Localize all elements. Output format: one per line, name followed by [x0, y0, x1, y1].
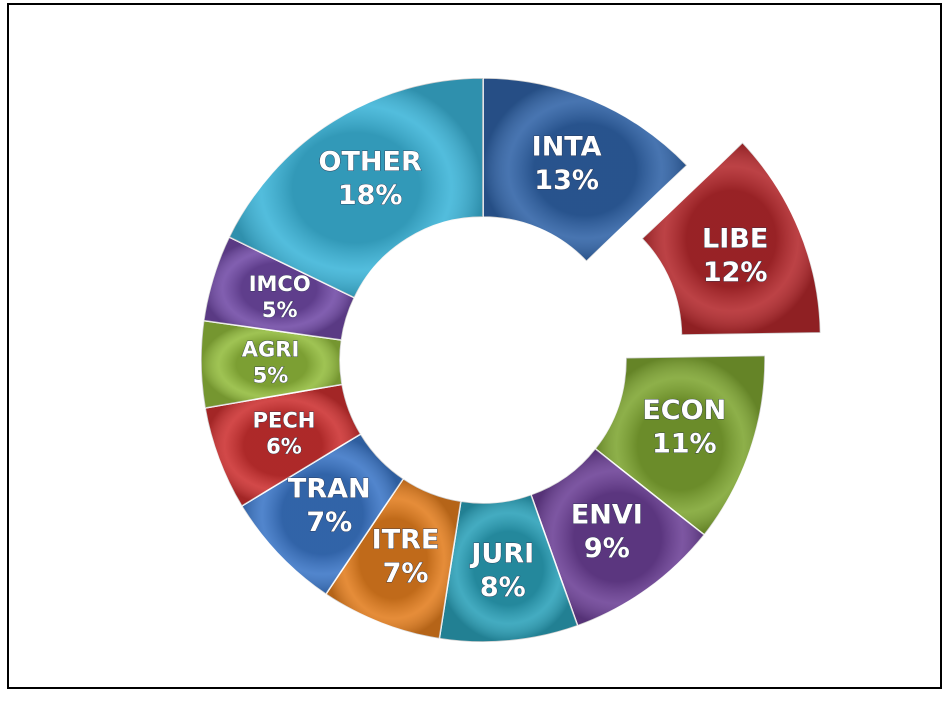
- slice-shade: [595, 355, 765, 535]
- slice-value-label: 13%: [534, 165, 599, 196]
- slice-value-label: 18%: [338, 180, 403, 211]
- slice-label: OTHER: [319, 147, 422, 178]
- slice-label: ENVI: [571, 499, 643, 530]
- slice-value-label: 8%: [480, 572, 526, 603]
- slice-value-label: 11%: [652, 428, 717, 459]
- slice-label: AGRI: [242, 337, 299, 361]
- slice-value-label: 7%: [306, 507, 352, 538]
- slice-shade: [439, 494, 578, 642]
- slice-shade: [203, 237, 355, 341]
- slice-label: LIBE: [702, 223, 768, 254]
- slice-label: IMCO: [249, 272, 311, 296]
- slice-shade: [205, 384, 361, 507]
- slice-label: ITRE: [372, 525, 440, 556]
- slice-value-label: 9%: [584, 533, 630, 564]
- slice-shade: [325, 478, 461, 639]
- slice-value-label: 5%: [253, 363, 289, 387]
- slice-value-label: 7%: [383, 558, 429, 589]
- slice-shade: [200, 320, 343, 409]
- slice-value-label: 12%: [703, 257, 768, 288]
- slice-label: ECON: [642, 395, 726, 426]
- slice-shade: [483, 78, 688, 262]
- slice-label: TRAN: [288, 473, 371, 504]
- slice-shade: [641, 142, 821, 336]
- slice-value-label: 6%: [266, 434, 302, 458]
- slice-shade: [530, 448, 705, 626]
- slice-label: PECH: [253, 408, 316, 432]
- slice-label: INTA: [532, 131, 602, 162]
- slice-label: JURI: [469, 538, 534, 569]
- slice-shade: [241, 434, 404, 595]
- slice-shade: [229, 78, 483, 298]
- slice-value-label: 5%: [262, 298, 298, 322]
